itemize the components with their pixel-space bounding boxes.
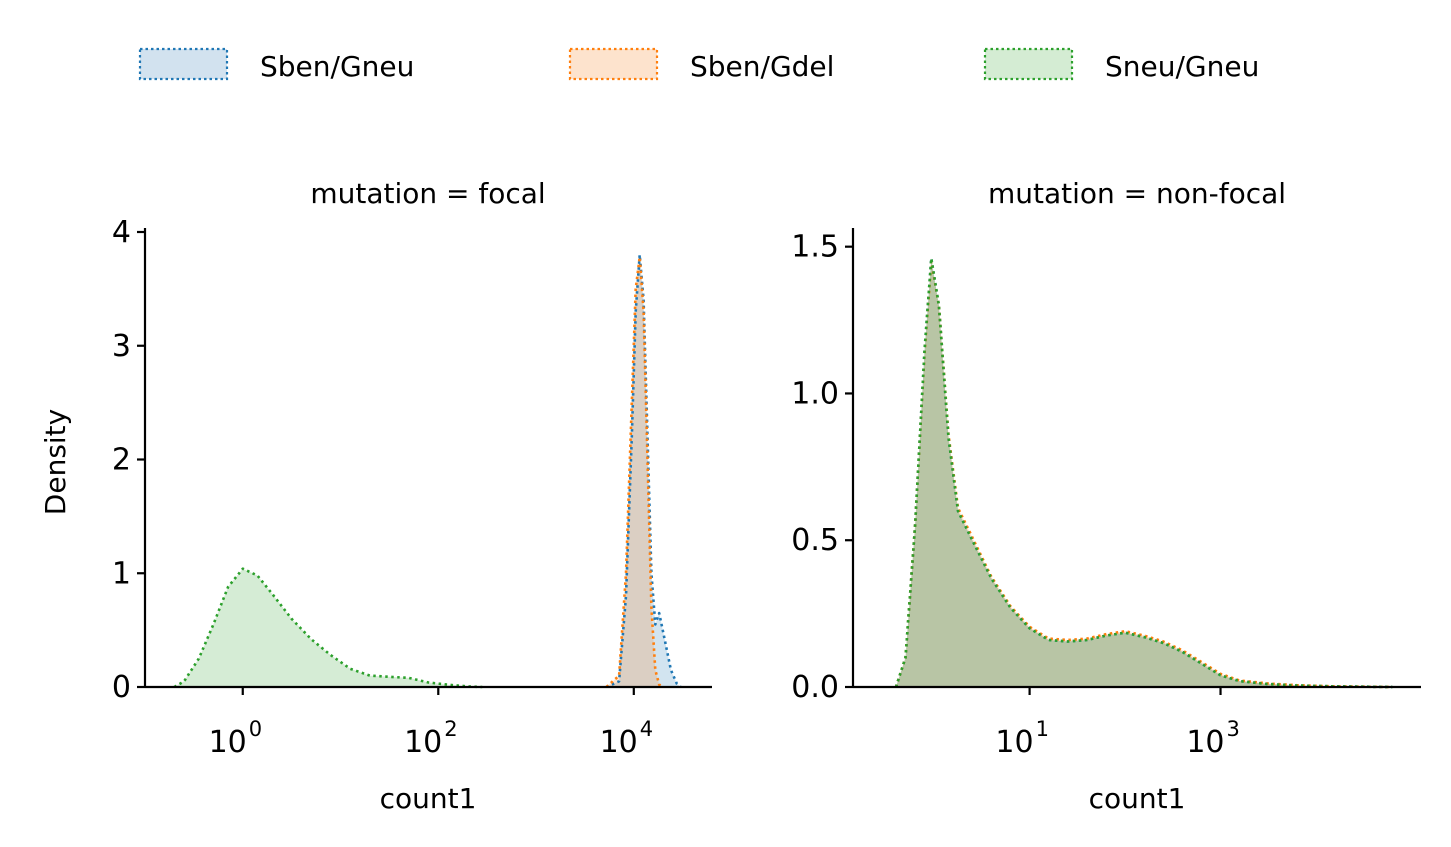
x-tick-base: 10 bbox=[600, 725, 638, 760]
y-tick-label: 0.5 bbox=[791, 523, 839, 558]
x-tick-exponent: 1 bbox=[1036, 717, 1049, 741]
legend-item: Sben/Gneu bbox=[138, 47, 414, 83]
legend-label: Sben/Gdel bbox=[690, 50, 834, 83]
x-tick-base: 10 bbox=[404, 725, 442, 760]
legend-item: Sben/Gdel bbox=[568, 47, 834, 83]
x-tick-label: 10 3 bbox=[1186, 717, 1240, 760]
x-tick-label: 10 1 bbox=[995, 717, 1049, 760]
y-tick-label: 0 bbox=[112, 670, 131, 705]
legend-label: Sben/Gneu bbox=[260, 50, 414, 83]
x-tick-exponent: 0 bbox=[249, 717, 262, 741]
series-line-sneu-gneu bbox=[894, 257, 1393, 689]
x-tick-base: 10 bbox=[995, 725, 1033, 760]
series-line-sben-gneu bbox=[605, 253, 682, 689]
x-tick-base: 10 bbox=[1186, 725, 1224, 760]
legend-swatch bbox=[568, 47, 659, 81]
x-tick-label: 10 2 bbox=[404, 717, 458, 760]
series-area-sneu-gneu bbox=[896, 258, 1393, 687]
x-tick-exponent: 2 bbox=[444, 717, 457, 741]
legend-item: Sneu/Gneu bbox=[983, 47, 1259, 83]
x-tick-base: 10 bbox=[209, 725, 247, 760]
panel-title: mutation = focal bbox=[310, 177, 545, 210]
legend-swatch bbox=[138, 47, 229, 81]
panel-title: mutation = non-focal bbox=[988, 177, 1286, 210]
legend: Sben/Gneu Sben/Gdel Sneu/Gneu bbox=[138, 47, 1259, 83]
y-tick-label: 1.0 bbox=[791, 376, 839, 411]
y-tick-label: 1.5 bbox=[791, 230, 839, 265]
series-line-sben-gdel bbox=[605, 255, 664, 689]
series-area-sben-gdel bbox=[606, 257, 664, 687]
series-area-sneu-gneu bbox=[174, 568, 483, 687]
x-tick-label: 10 4 bbox=[600, 717, 654, 760]
x-tick-exponent: 4 bbox=[640, 717, 653, 741]
area-group bbox=[173, 253, 682, 689]
x-tick-exponent: 3 bbox=[1227, 717, 1240, 741]
y-tick-label: 1 bbox=[112, 556, 131, 591]
axes: 0.00.51.01.510 1 10 3 bbox=[791, 228, 1421, 760]
series-area-sben-gdel bbox=[896, 261, 1393, 687]
panel-non-focal: mutation = non-focal 0.00.51.01.510 1 10 3 … bbox=[791, 177, 1421, 815]
series-line-sneu-gneu bbox=[173, 567, 483, 689]
x-axis-label: count1 bbox=[1089, 782, 1186, 815]
area-group bbox=[894, 257, 1393, 689]
series-area-sben-gneu bbox=[896, 258, 1393, 687]
y-tick-label: 2 bbox=[112, 443, 131, 478]
legend-label: Sneu/Gneu bbox=[1105, 50, 1259, 83]
legend-swatch bbox=[983, 47, 1074, 81]
y-tick-label: 4 bbox=[112, 215, 131, 250]
x-tick-label: 10 0 bbox=[209, 717, 263, 760]
y-tick-label: 0.0 bbox=[791, 670, 839, 705]
series-area-sben-gneu bbox=[606, 254, 681, 688]
x-axis-label: count1 bbox=[380, 782, 477, 815]
y-tick-label: 3 bbox=[112, 329, 131, 364]
series-line-sben-gdel bbox=[894, 260, 1393, 689]
y-axis-label: Density bbox=[39, 409, 72, 515]
